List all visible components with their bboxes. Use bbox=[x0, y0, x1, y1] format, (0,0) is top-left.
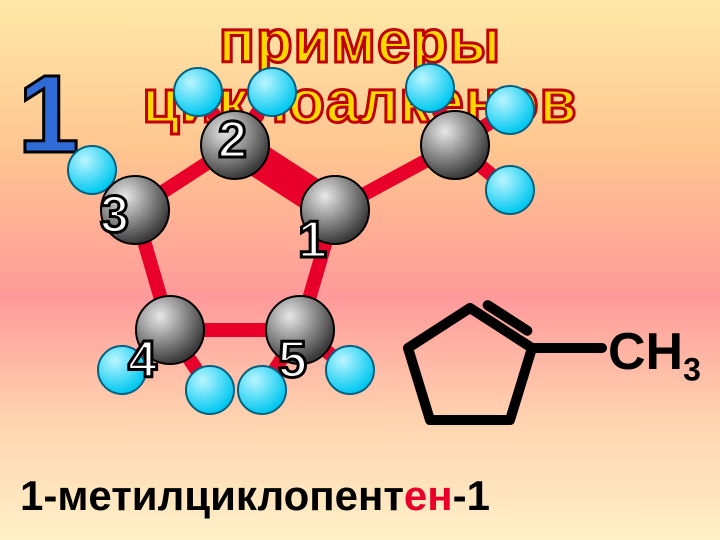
compound-name: 1-метилциклопентен-1 bbox=[20, 472, 490, 520]
methyl-label: CH3 bbox=[608, 322, 701, 388]
skeletal-formula bbox=[0, 0, 720, 540]
